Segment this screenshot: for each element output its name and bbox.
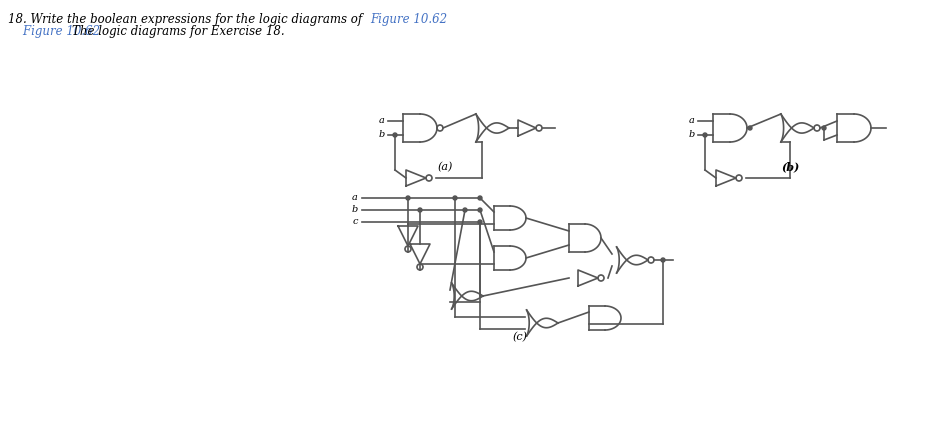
- Circle shape: [392, 133, 397, 137]
- Text: c: c: [352, 216, 358, 225]
- Circle shape: [821, 126, 825, 130]
- Circle shape: [417, 208, 422, 212]
- Text: a: a: [689, 116, 694, 125]
- Circle shape: [405, 196, 410, 200]
- Text: 18. Write the boolean expressions for the logic diagrams of: 18. Write the boolean expressions for th…: [8, 13, 365, 26]
- Text: Figure 10.62: Figure 10.62: [8, 25, 104, 38]
- Circle shape: [747, 126, 751, 130]
- Circle shape: [452, 196, 456, 200]
- Circle shape: [477, 208, 481, 212]
- Circle shape: [477, 220, 481, 224]
- Text: (a): (a): [437, 162, 452, 172]
- Text: a: a: [379, 116, 385, 125]
- Text: b: b: [688, 129, 694, 138]
- Circle shape: [660, 258, 665, 262]
- Text: (c): (c): [512, 332, 527, 342]
- Circle shape: [703, 133, 706, 137]
- Text: Figure 10.62: Figure 10.62: [370, 13, 447, 26]
- Text: b: b: [351, 204, 358, 214]
- Circle shape: [477, 196, 481, 200]
- Text: (b): (b): [780, 161, 798, 172]
- Circle shape: [463, 208, 466, 212]
- Text: b: b: [378, 129, 385, 138]
- Text: The logic diagrams for Exercise 18.: The logic diagrams for Exercise 18.: [72, 25, 285, 38]
- Text: a: a: [351, 193, 358, 202]
